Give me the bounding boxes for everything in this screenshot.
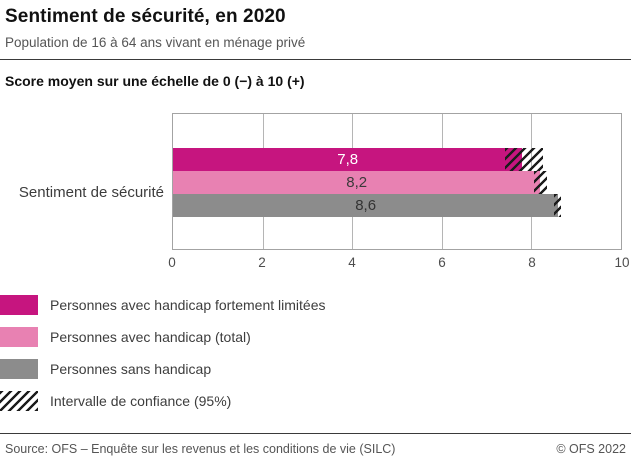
bar-value-label: 8,2 — [346, 174, 368, 191]
x-tick-label: 4 — [348, 255, 356, 270]
plot-area: 7,8 8,2 8,6 — [172, 113, 622, 250]
confidence-interval-band — [504, 148, 543, 171]
bar-value-label: 8,6 — [355, 197, 377, 214]
bar-series-2: 8,6 — [173, 194, 559, 217]
category-label: Sentiment de sécurité — [18, 184, 164, 201]
legend-label: Intervalle de confiance (95%) — [50, 393, 232, 409]
bar-row: 8,2 — [173, 171, 621, 194]
legend-item-series-0: Personnes avec handicap fortement limité… — [0, 295, 631, 315]
x-tick-label: 0 — [168, 255, 176, 270]
bar-chart: Sentiment de sécurité 7,8 8,2 8,6 0 2 4 6 8 10 — [0, 113, 631, 272]
bar-group: 7,8 8,2 8,6 — [173, 148, 621, 217]
header-divider — [0, 59, 631, 60]
legend-label: Personnes sans handicap — [50, 361, 212, 377]
x-tick-label: 6 — [438, 255, 446, 270]
legend-swatch-hatch — [0, 391, 38, 411]
legend-swatch — [0, 295, 38, 315]
bar-row: 7,8 — [173, 148, 621, 171]
footer-divider — [0, 433, 631, 434]
confidence-interval-band — [533, 171, 548, 194]
legend-item-series-2: Personnes sans handicap — [0, 359, 631, 379]
bar-row: 8,6 — [173, 194, 621, 217]
axis-title: Score moyen sur une échelle de 0 (−) à 1… — [5, 73, 305, 89]
bar-series-1: 8,2 — [173, 171, 541, 194]
bar-value-label: 7,8 — [337, 151, 359, 168]
bar-series-0: 7,8 — [173, 148, 523, 171]
plot-wrap: 7,8 8,2 8,6 0 2 4 6 8 10 — [168, 113, 630, 272]
source-note: Source: OFS – Enquête sur les revenus et… — [5, 442, 396, 456]
x-axis: 0 2 4 6 8 10 — [168, 250, 629, 272]
legend: Personnes avec handicap fortement limité… — [0, 295, 631, 411]
legend-swatch — [0, 359, 38, 379]
legend-item-series-1: Personnes avec handicap (total) — [0, 327, 631, 347]
chart-subtitle: Population de 16 à 64 ans vivant en ména… — [5, 35, 306, 50]
x-tick-label: 10 — [614, 255, 630, 270]
legend-label: Personnes avec handicap fortement limité… — [50, 297, 326, 313]
x-tick-label: 2 — [258, 255, 266, 270]
page-title: Sentiment de sécurité, en 2020 — [5, 6, 286, 27]
legend-swatch — [0, 327, 38, 347]
legend-item-confidence-interval: Intervalle de confiance (95%) — [0, 391, 631, 411]
x-tick-label: 8 — [528, 255, 536, 270]
legend-label: Personnes avec handicap (total) — [50, 329, 251, 345]
confidence-interval-band — [553, 194, 561, 217]
copyright-note: © OFS 2022 — [556, 442, 626, 456]
